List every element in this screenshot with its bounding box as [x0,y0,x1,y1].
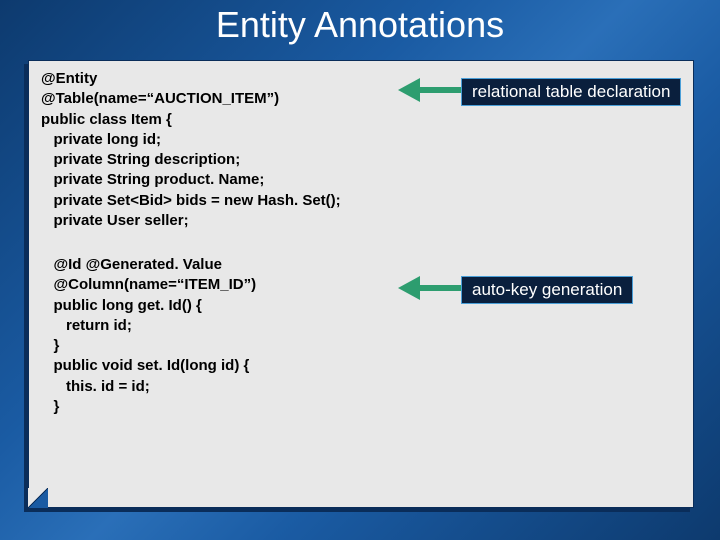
arrow-icon [398,276,462,300]
page-title: Entity Annotations [0,0,720,54]
callout-autokey: auto-key generation [461,276,633,304]
code-block-2: @Id @Generated. Value @Column(name=“ITEM… [29,247,693,425]
callout-relational-table: relational table declaration [461,78,681,106]
arrow-icon [398,78,462,102]
corner-fold [28,488,48,508]
